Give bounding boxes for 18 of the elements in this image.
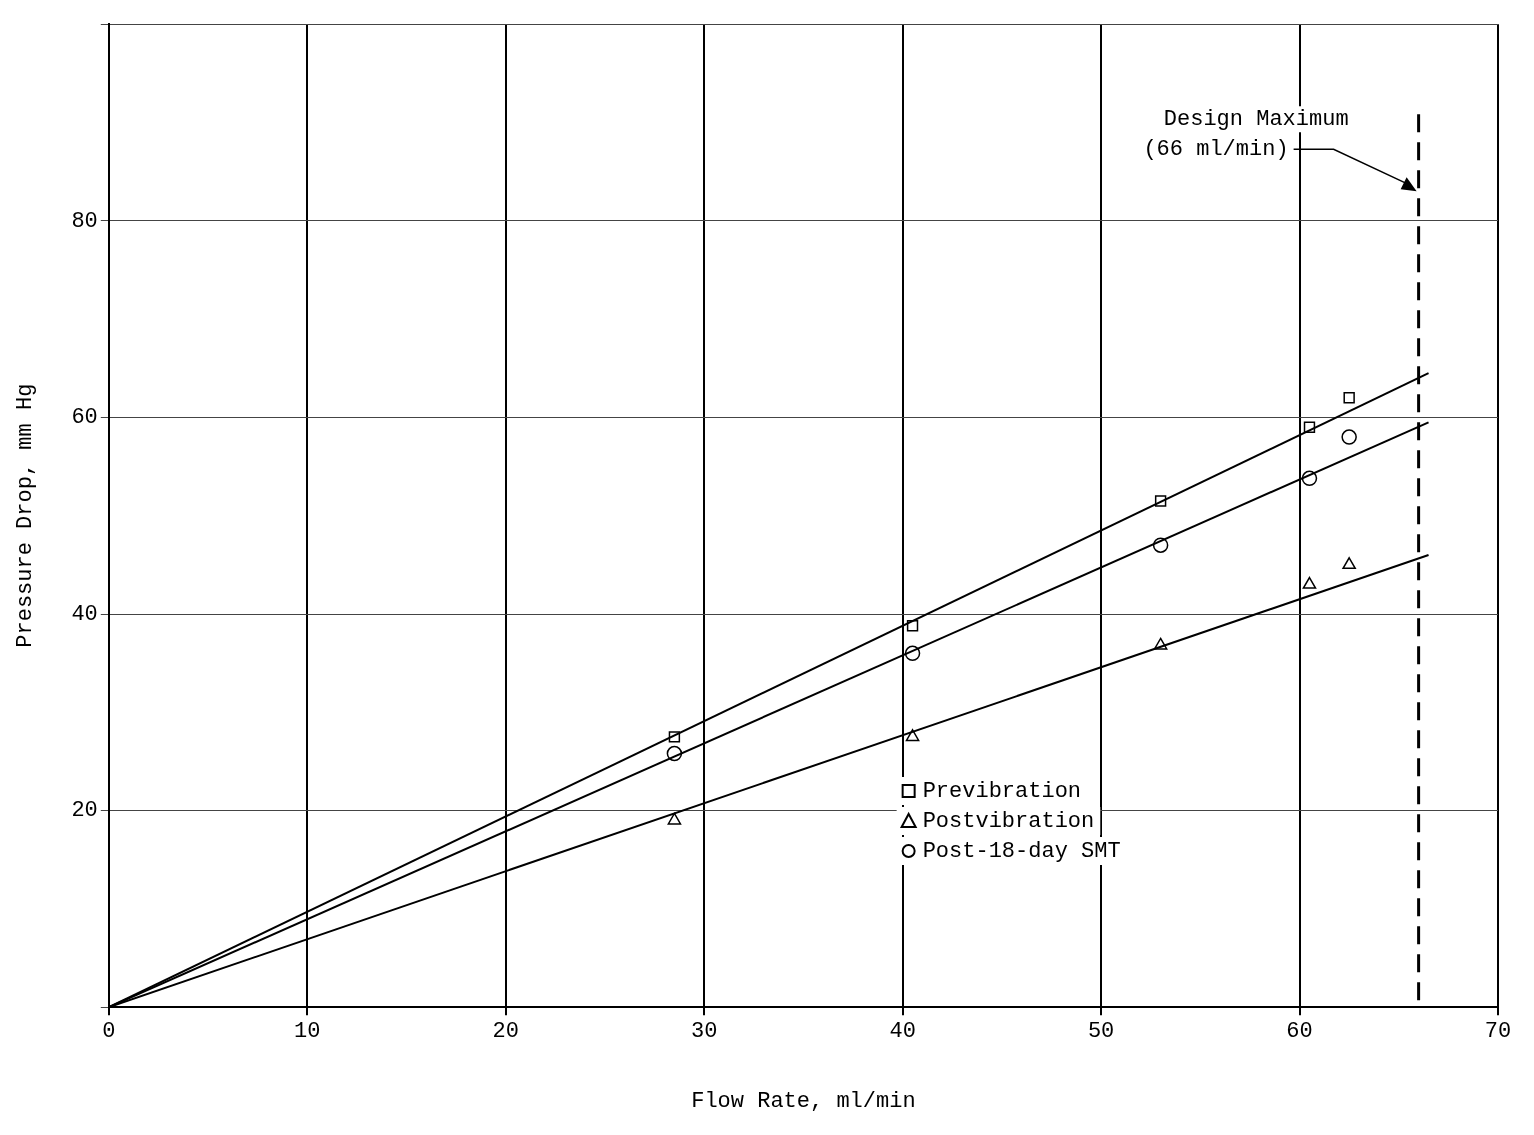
y-tick-label: 20	[71, 798, 98, 824]
y-tick-label: 60	[71, 405, 98, 431]
x-tick-label: 60	[1286, 1019, 1313, 1045]
y-tick-label: 80	[71, 208, 98, 234]
legend-label: Post-18-day SMT	[922, 838, 1121, 864]
y-tick-label: 40	[71, 601, 98, 627]
x-tick-label: 40	[889, 1019, 916, 1045]
x-tick-label: 0	[102, 1019, 116, 1045]
y-axis-title: Pressure Drop, mm Hg	[13, 383, 39, 648]
x-tick-label: 30	[690, 1019, 718, 1045]
x-tick-label: 50	[1087, 1019, 1115, 1045]
x-tick-label: 70	[1484, 1019, 1512, 1045]
legend-label: Postvibration	[922, 808, 1095, 834]
ref-line-label: Design Maximum (66 ml/min)	[1143, 107, 1349, 163]
x-tick-label: 20	[492, 1019, 519, 1045]
x-tick-label: 10	[294, 1019, 321, 1045]
legend-label: Previbration	[922, 778, 1082, 804]
x-axis-title: Flow Rate, ml/min	[691, 1088, 916, 1114]
